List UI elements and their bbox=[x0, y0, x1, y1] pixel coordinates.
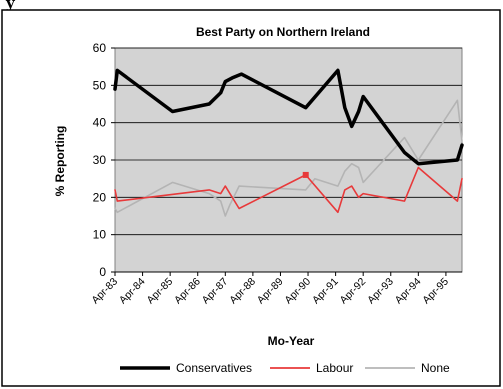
series-line-labour bbox=[114, 166, 463, 214]
y-tick-label: 30 bbox=[93, 153, 107, 167]
y-tick-label: 0 bbox=[99, 265, 106, 279]
chart-title: Best Party on Northern Ireland bbox=[196, 25, 370, 39]
y-tick-label: 20 bbox=[93, 190, 107, 204]
y-tick-label: 50 bbox=[93, 78, 107, 92]
legend-label-labour: Labour bbox=[316, 361, 353, 375]
y-axis-label: % Reporting bbox=[53, 126, 67, 197]
y-tick-label: 40 bbox=[93, 116, 107, 130]
y-axis-ticks: 0 10 20 30 40 50 60 bbox=[93, 41, 115, 279]
y-tick-label: 10 bbox=[93, 228, 107, 242]
y-tick-label: 60 bbox=[93, 41, 107, 55]
series-lines bbox=[113, 68, 464, 217]
legend: Conservatives Labour None bbox=[120, 361, 450, 375]
gridlines bbox=[115, 47, 462, 273]
highlighted-point-marker bbox=[302, 171, 309, 178]
legend-label-conservatives: Conservatives bbox=[176, 361, 252, 375]
legend-label-none: None bbox=[421, 361, 450, 375]
caption-fragment: y bbox=[6, 0, 15, 12]
x-axis-label: Mo-Year bbox=[268, 334, 315, 348]
series-line-conservatives bbox=[113, 68, 464, 166]
series-line-none bbox=[114, 99, 463, 217]
